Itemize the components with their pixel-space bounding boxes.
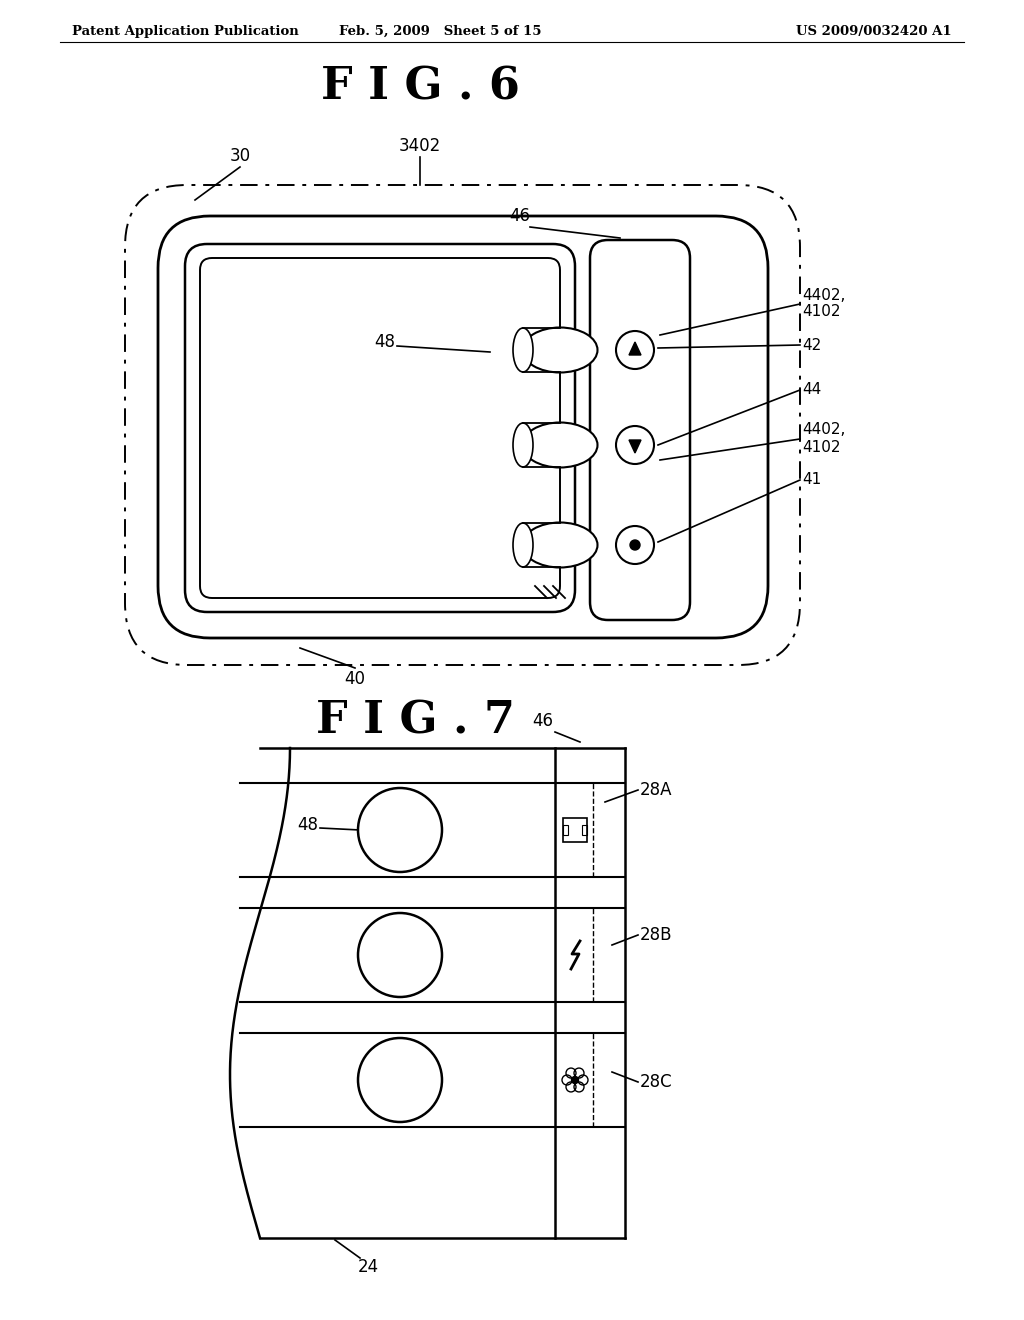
Text: 28B: 28B — [640, 927, 673, 944]
Text: F I G . 7: F I G . 7 — [315, 700, 514, 743]
Circle shape — [358, 1038, 442, 1122]
Text: 4102: 4102 — [802, 305, 841, 319]
Ellipse shape — [513, 327, 534, 372]
Text: 30: 30 — [229, 147, 251, 165]
Text: 4402,: 4402, — [802, 422, 846, 437]
Circle shape — [630, 540, 640, 550]
Ellipse shape — [522, 523, 597, 568]
Polygon shape — [629, 440, 641, 453]
Bar — [582, 825, 587, 836]
Text: 28C: 28C — [640, 1073, 673, 1092]
Ellipse shape — [513, 523, 534, 568]
Bar — [523, 523, 573, 568]
Ellipse shape — [616, 525, 654, 564]
Ellipse shape — [513, 422, 534, 467]
Ellipse shape — [522, 422, 597, 467]
Text: 46: 46 — [510, 207, 530, 224]
Text: 40: 40 — [344, 671, 366, 688]
Bar — [563, 818, 587, 842]
Circle shape — [358, 913, 442, 997]
Text: 48: 48 — [297, 816, 318, 834]
Text: 4402,: 4402, — [802, 288, 846, 302]
Text: US 2009/0032420 A1: US 2009/0032420 A1 — [797, 25, 952, 38]
Circle shape — [571, 1077, 579, 1084]
Text: 48: 48 — [374, 333, 395, 351]
Ellipse shape — [616, 331, 654, 370]
Text: 46: 46 — [532, 711, 554, 730]
Text: F I G . 6: F I G . 6 — [321, 65, 519, 108]
Text: 3402: 3402 — [399, 137, 441, 154]
Text: 42: 42 — [802, 338, 821, 352]
Bar — [523, 422, 573, 467]
Ellipse shape — [522, 327, 597, 372]
Text: 4102: 4102 — [802, 440, 841, 454]
Ellipse shape — [616, 426, 654, 465]
Text: 44: 44 — [802, 383, 821, 397]
Polygon shape — [629, 342, 641, 355]
Text: Feb. 5, 2009   Sheet 5 of 15: Feb. 5, 2009 Sheet 5 of 15 — [339, 25, 542, 38]
Circle shape — [358, 788, 442, 873]
Text: 28A: 28A — [640, 781, 673, 799]
Text: 41: 41 — [802, 473, 821, 487]
Bar — [563, 825, 568, 836]
Text: 24: 24 — [357, 1258, 379, 1276]
Text: Patent Application Publication: Patent Application Publication — [72, 25, 299, 38]
Bar — [523, 327, 573, 372]
